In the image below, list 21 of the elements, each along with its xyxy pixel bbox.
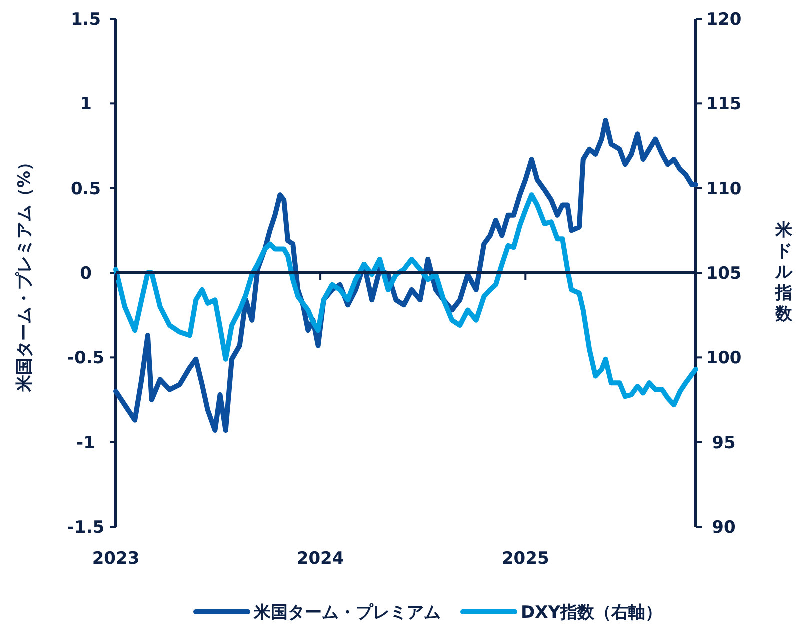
legend-label: DXY指数（右軸）: [521, 602, 663, 623]
x-tick-label: 2025: [502, 549, 550, 569]
x-tick-label: 2023: [92, 549, 140, 569]
x-tick-label: 2024: [296, 549, 344, 569]
y-tick-label: -1: [76, 433, 96, 454]
y-tick-label: 1.5: [70, 10, 102, 30]
y2-tick-label: 105: [706, 264, 742, 284]
y-tick-label: 1: [80, 94, 92, 115]
y2-axis-title: 米ドル指数: [774, 220, 794, 324]
y2-tick-label: 90: [712, 518, 736, 538]
y2-tick-label: 115: [706, 94, 742, 115]
y2-tick-label: 100: [706, 348, 742, 369]
legend-label: 米国ターム・プレミアム: [253, 602, 441, 623]
y-tick-label: 0: [80, 264, 92, 284]
y-axis-title: 米国ターム・プレミアム（%）: [14, 154, 35, 394]
y-tick-label: 0.5: [70, 179, 102, 200]
y-tick-label: -0.5: [67, 348, 105, 369]
y2-tick-label: 120: [706, 10, 742, 30]
y2-tick-label: 95: [712, 433, 736, 454]
y-tick-label: -1.5: [67, 518, 105, 538]
y2-tick-label: 110: [706, 179, 742, 200]
